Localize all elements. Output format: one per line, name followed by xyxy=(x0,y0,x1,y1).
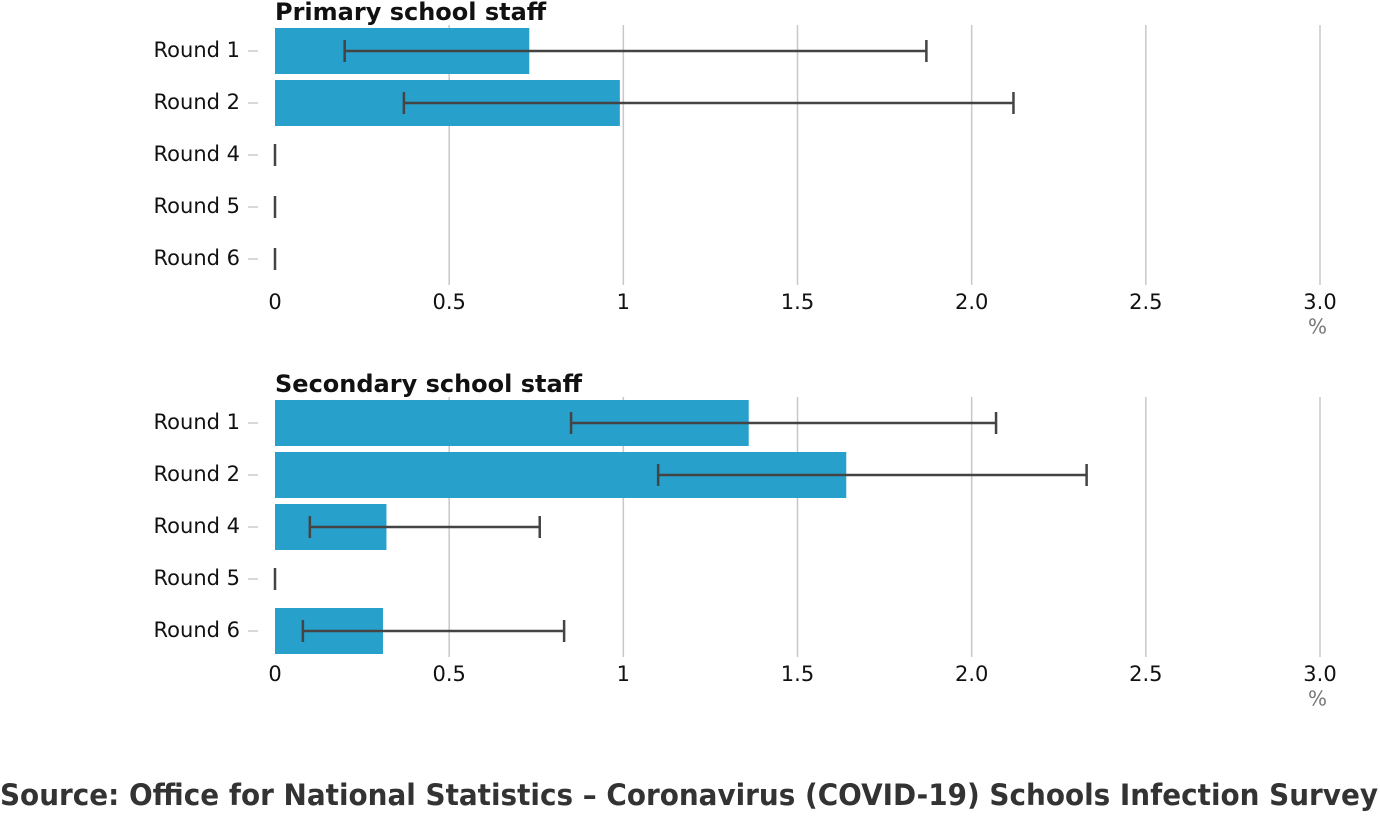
x-tick-label: 0.5 xyxy=(432,662,465,686)
y-tick-label: Round 6 xyxy=(154,618,240,642)
error-bar xyxy=(569,412,998,434)
y-tick-label: Round 2 xyxy=(154,90,240,114)
x-tick-label: 3.0 xyxy=(1303,662,1336,686)
x-tick-label: 1.5 xyxy=(781,662,814,686)
error-bar xyxy=(656,464,1088,486)
y-tick-label: Round 1 xyxy=(154,410,240,434)
y-tick-label: Round 5 xyxy=(154,194,240,218)
x-tick-label: 0.5 xyxy=(432,290,465,314)
x-tick-label: 0 xyxy=(268,662,281,686)
y-tick-label: Round 4 xyxy=(154,142,240,166)
y-tick-label: Round 5 xyxy=(154,566,240,590)
x-tick-label: 1.5 xyxy=(781,290,814,314)
error-bar xyxy=(301,620,566,642)
error-bar xyxy=(402,92,1015,114)
source: Source: Office for National Statistics –… xyxy=(0,778,1378,812)
x-tick-label: 2.5 xyxy=(1129,290,1162,314)
y-tick-label: Round 4 xyxy=(154,514,240,538)
x-tick-label: 2.0 xyxy=(955,662,988,686)
error-bar xyxy=(308,516,541,538)
x-tick-label: 3.0 xyxy=(1303,290,1336,314)
x-tick-label: 2.0 xyxy=(955,290,988,314)
x-tick-label: 1 xyxy=(617,662,630,686)
x-axis-unit: % xyxy=(1308,315,1327,339)
error-bar xyxy=(343,40,928,62)
y-tick-label: Round 1 xyxy=(154,38,240,62)
y-tick-label: Round 2 xyxy=(154,462,240,486)
x-tick-label: 1 xyxy=(617,290,630,314)
chart-title: Primary school staff xyxy=(275,0,547,26)
chart-title: Secondary school staff xyxy=(275,370,583,398)
x-tick-label: 2.5 xyxy=(1129,662,1162,686)
x-tick-label: 0 xyxy=(268,290,281,314)
y-tick-label: Round 6 xyxy=(154,246,240,270)
x-axis-unit: % xyxy=(1308,687,1327,711)
